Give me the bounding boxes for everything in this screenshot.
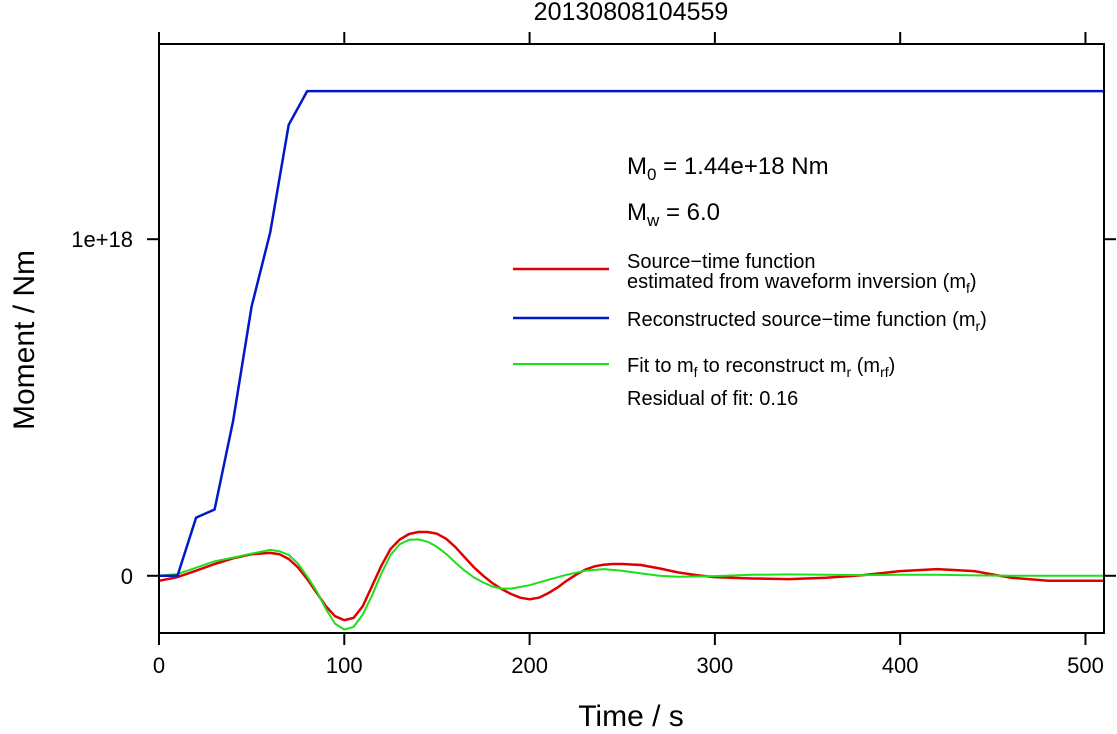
legend-mrf-s5: rf [880, 364, 889, 380]
x-tick-label-500: 500 [1067, 653, 1104, 678]
legend-mrf-t6: ) [889, 355, 896, 377]
mw-value: = 6.0 [659, 199, 720, 226]
mw-symbol: M [627, 199, 647, 226]
series-lines [157, 89, 1106, 631]
y-tick-label-1: 1e+18 [71, 227, 133, 252]
legend-mr-text: Reconstructed source−time function (m [627, 309, 976, 331]
axis-tick-labels: 0 100 200 300 400 500 0 1e+18 [71, 227, 1104, 678]
legend-mrf-s1: f [694, 364, 698, 380]
legend: Source−time function estimated from wave… [513, 251, 987, 410]
m0-symbol: M [627, 153, 647, 180]
legend-mrf-t2: to reconstruct m [698, 355, 847, 377]
m0-annotation: M0 = 1.44e+18 Nm [627, 153, 829, 184]
series-line-mr [157, 89, 1106, 578]
x-tick-label-300: 300 [697, 653, 734, 678]
y-axis-label: Moment / Nm [8, 250, 41, 430]
legend-label-mrf: Fit to mf to reconstruct mr (mrf) [627, 355, 895, 380]
mw-annotation: Mw = 6.0 [627, 199, 720, 230]
legend-mr-sub: r [976, 318, 981, 334]
legend-mr-close: ) [980, 309, 987, 331]
mw-subscript: w [646, 211, 660, 230]
legend-label-mf-line1: Source−time function [627, 251, 815, 273]
legend-label-mf-line2: estimated from waveform inversion (mf) [627, 271, 977, 296]
series-line-mrf [158, 538, 1105, 631]
axis-ticks [147, 32, 1116, 645]
legend-mrf-s3: r [847, 364, 852, 380]
legend-mrf-t4: (m [851, 355, 880, 377]
x-tick-label-200: 200 [511, 653, 548, 678]
x-axis-label: Time / s [578, 700, 684, 733]
legend-label-mr: Reconstructed source−time function (mr) [627, 309, 987, 334]
m0-value: = 1.44e+18 Nm [656, 153, 828, 180]
legend-mf-close: ) [970, 271, 977, 293]
legend-mf-text: estimated from waveform inversion (m [627, 271, 966, 293]
x-tick-label-100: 100 [326, 653, 363, 678]
series-line-mf [157, 530, 1106, 622]
legend-mrf-t0: Fit to m [627, 355, 694, 377]
plot-frame [158, 43, 1105, 634]
legend-mf-sub: f [966, 280, 970, 296]
m0-subscript: 0 [647, 165, 656, 184]
residual-annotation: Residual of fit: 0.16 [627, 388, 798, 410]
chart-title: 20130808104559 [534, 0, 729, 26]
y-tick-label-0: 0 [121, 564, 133, 589]
x-tick-label-0: 0 [153, 653, 165, 678]
x-tick-label-400: 400 [882, 653, 919, 678]
